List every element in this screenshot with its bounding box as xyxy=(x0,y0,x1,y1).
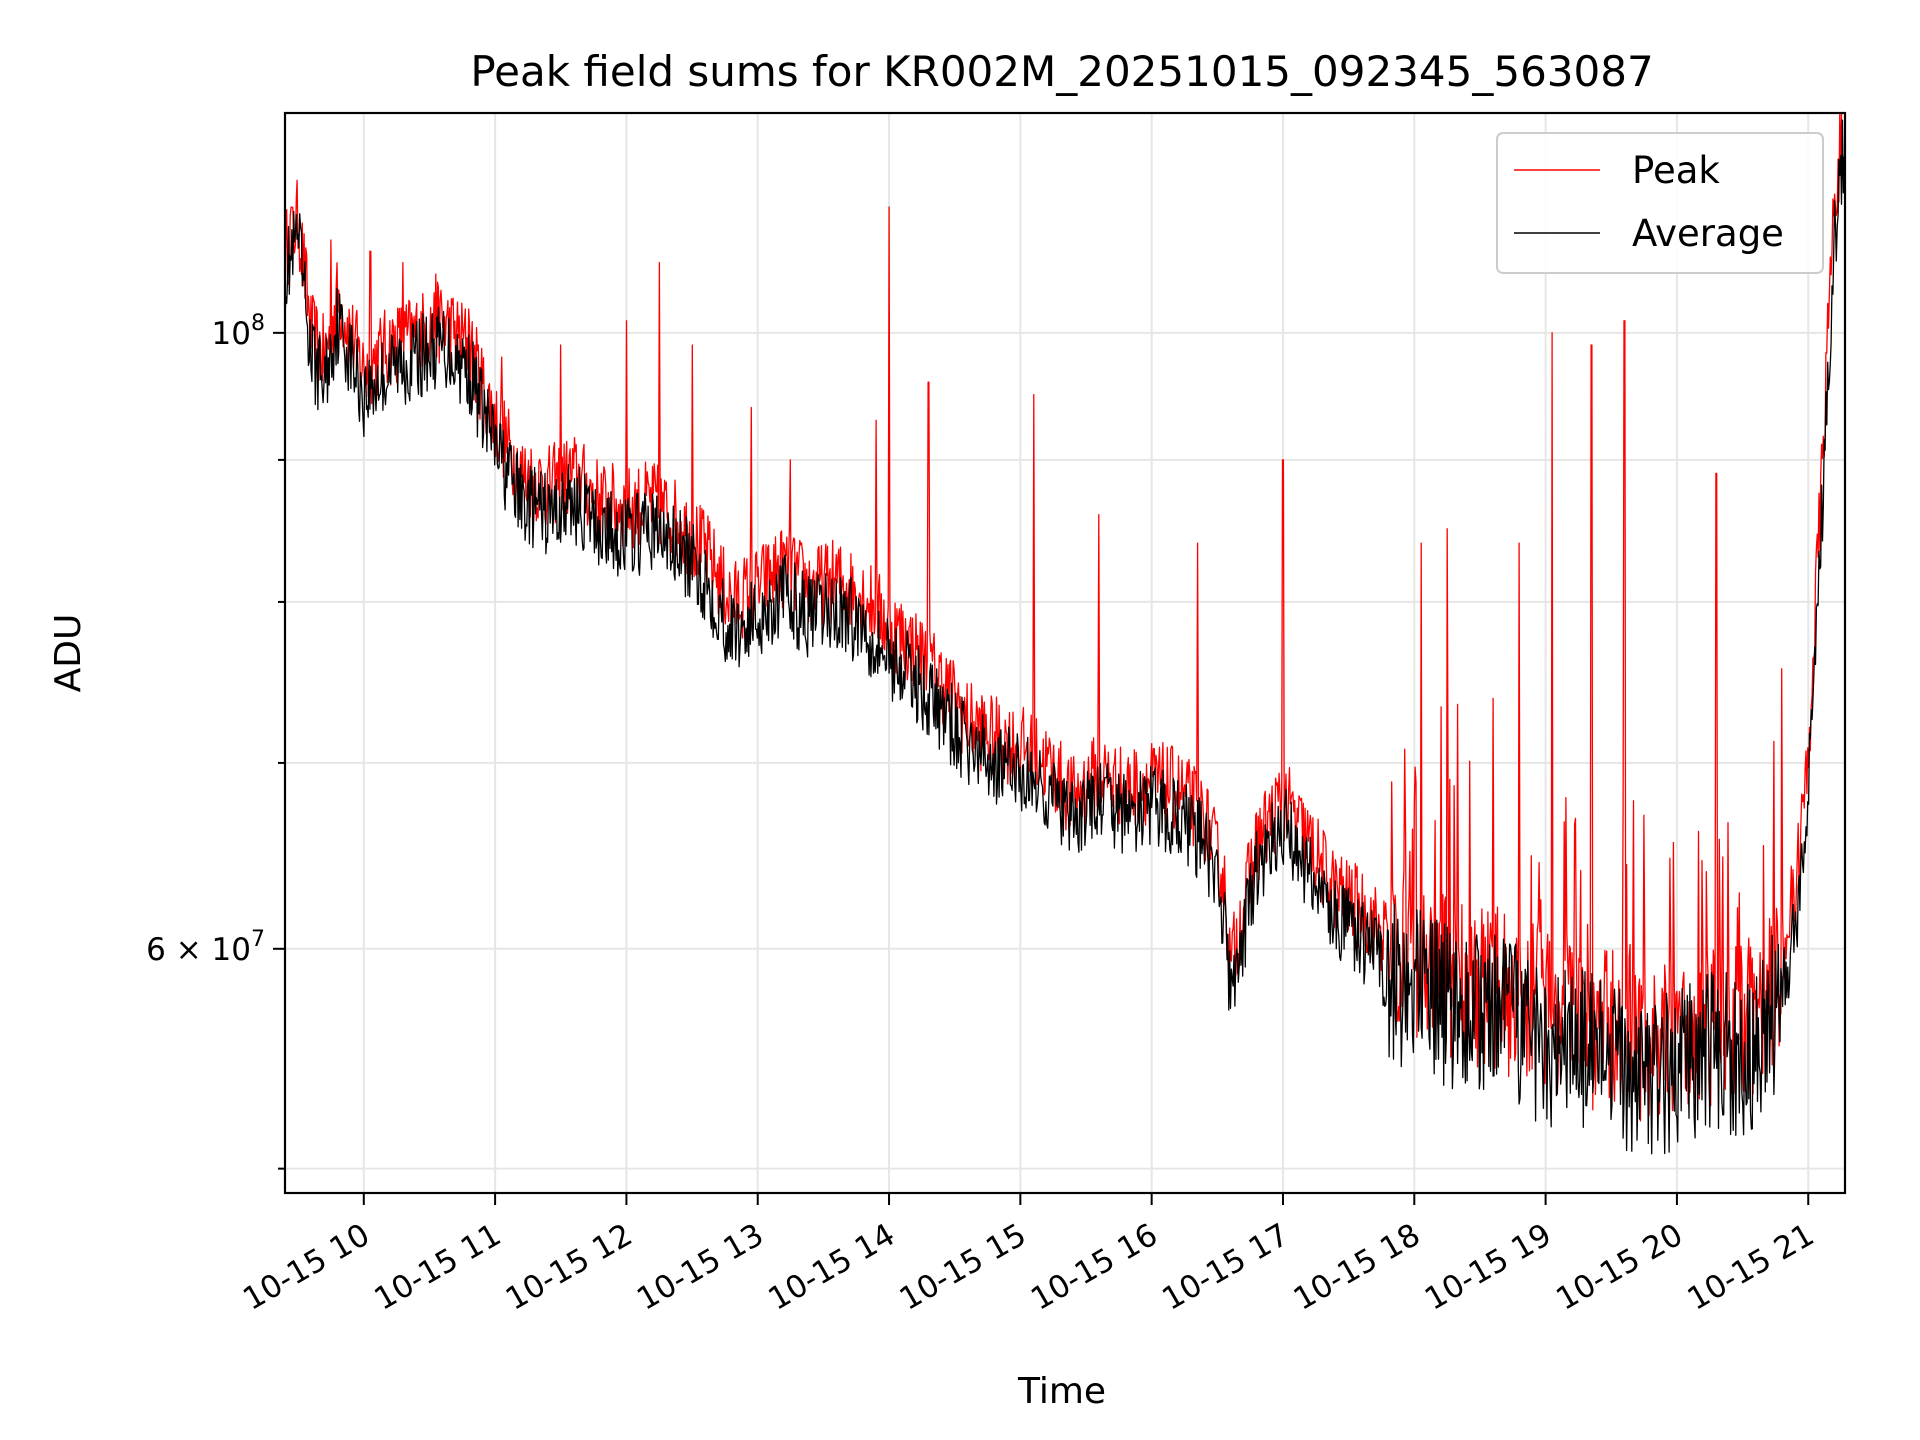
y-tick-exponent: 7 xyxy=(251,927,265,952)
x-tick-label: 10-15 15 xyxy=(894,1217,1033,1318)
y-tick-label: 108 xyxy=(212,311,265,352)
y-tick-mantissa: 6 × xyxy=(146,932,211,968)
x-tick-label: 10-15 12 xyxy=(500,1217,639,1318)
x-tick-label: 10-15 11 xyxy=(368,1217,507,1318)
series-group xyxy=(285,113,1845,1155)
x-tick-label: 10-15 10 xyxy=(237,1217,376,1318)
x-tick-label: 10-15 16 xyxy=(1025,1217,1164,1318)
y-tick-exponent: 8 xyxy=(251,311,265,336)
legend-average-label: Average xyxy=(1632,212,1784,255)
legend: Peak Average xyxy=(1496,132,1824,274)
grid xyxy=(285,113,1845,1193)
y-axis-label: ADU xyxy=(48,614,89,693)
x-tick-label: 10-15 19 xyxy=(1419,1217,1558,1318)
y-tick-base: 10 xyxy=(212,932,251,968)
plot-area-frame xyxy=(283,111,1847,1195)
x-tick-label: 10-15 13 xyxy=(631,1217,770,1318)
x-axis-label: Time xyxy=(1017,1371,1106,1412)
legend-peak-label: Peak xyxy=(1632,149,1720,192)
x-tick-label: 10-15 20 xyxy=(1550,1217,1689,1318)
y-tick-label: 6 × 107 xyxy=(146,927,265,968)
chart-title: Peak field sums for KR002M_20251015_0923… xyxy=(470,47,1653,96)
x-tick-label: 10-15 18 xyxy=(1288,1217,1427,1318)
y-tick-base: 10 xyxy=(212,316,251,352)
legend-box xyxy=(1496,132,1824,274)
x-tick-label: 10-15 17 xyxy=(1156,1217,1295,1318)
x-tick-label: 10-15 21 xyxy=(1682,1217,1821,1318)
x-tick-label: 10-15 14 xyxy=(762,1217,901,1318)
series-average-line xyxy=(285,119,1845,1155)
